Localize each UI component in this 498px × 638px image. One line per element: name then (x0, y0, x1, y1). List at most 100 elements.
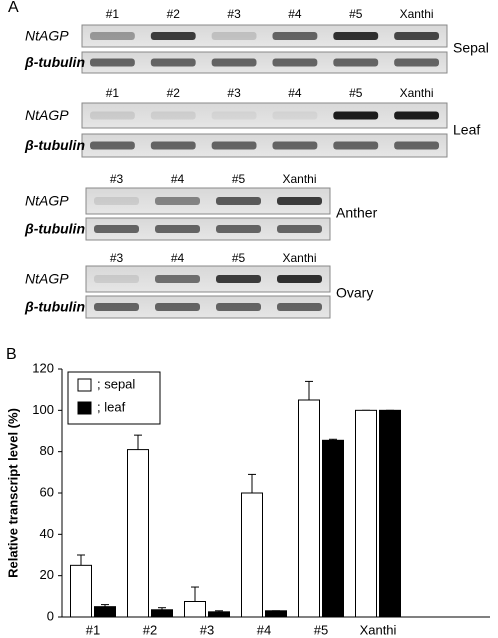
panel-label: A (8, 0, 19, 16)
lane-label: #4 (171, 251, 185, 265)
band (150, 141, 196, 150)
lane-label: #2 (167, 86, 181, 100)
band (394, 58, 439, 67)
lane-label: #3 (110, 251, 124, 265)
band (272, 111, 318, 120)
band (94, 225, 139, 233)
y-axis-label: Relative transcript level (%) (5, 408, 20, 578)
lane-label: #5 (349, 7, 363, 21)
band (94, 197, 139, 205)
gel (85, 295, 331, 319)
gel (85, 217, 331, 241)
band (394, 141, 439, 150)
band (94, 303, 139, 311)
band (90, 58, 135, 67)
band (150, 32, 196, 40)
y-tick-label: 100 (32, 402, 54, 417)
band (155, 275, 200, 283)
row-label: NtAGP (25, 28, 69, 44)
lane-label: #1 (106, 7, 120, 21)
bar (322, 439, 344, 618)
bar (241, 492, 263, 618)
band (272, 141, 318, 150)
gel (81, 51, 448, 74)
bar (265, 610, 287, 618)
y-tick-label: 60 (40, 484, 54, 499)
bar (379, 409, 401, 618)
y-tick-label: 120 (32, 360, 54, 375)
band (211, 111, 257, 120)
band (155, 225, 200, 233)
x-tick-label: Xanthi (360, 622, 397, 637)
band (394, 111, 439, 120)
band (333, 141, 379, 150)
lane-label: #3 (110, 172, 124, 186)
lane-label: #2 (167, 7, 181, 21)
y-tick-label: 0 (47, 608, 54, 623)
band (277, 197, 322, 205)
gel (81, 102, 448, 129)
lane-label: Xanthi (282, 251, 316, 265)
row-label: β-tubulin (24, 54, 85, 70)
panel-label: B (6, 346, 17, 363)
row-label: NtAGP (25, 271, 69, 287)
band (277, 225, 322, 233)
bar (298, 399, 320, 618)
row-label: β-tubulin (24, 299, 85, 315)
lane-label: #3 (227, 86, 241, 100)
x-tick-label: #5 (314, 622, 328, 637)
row-label: NtAGP (25, 193, 69, 209)
lane-label: #4 (288, 86, 302, 100)
bar (127, 449, 149, 618)
bar (184, 601, 206, 618)
lane-label: Xanthi (282, 172, 316, 186)
lane-label: #3 (227, 7, 241, 21)
band (155, 197, 200, 205)
x-tick-label: #4 (257, 622, 271, 637)
bar (70, 564, 92, 618)
lane-label: #1 (106, 86, 120, 100)
legend-swatch (77, 401, 92, 415)
band (150, 58, 196, 67)
y-tick-label: 40 (40, 526, 54, 541)
lane-label: Xanthi (400, 86, 434, 100)
band (333, 32, 379, 40)
y-tick-label: 20 (40, 567, 54, 582)
band (150, 111, 196, 120)
bar (355, 409, 377, 618)
band (272, 32, 318, 40)
bar-chart: 0 20 40 60 80 100 120 Relative transcript level… (5, 360, 490, 637)
y-tick-label: 80 (40, 443, 54, 458)
band (211, 141, 257, 150)
bar (151, 609, 173, 618)
legend-swatch (77, 378, 92, 392)
band (216, 197, 261, 205)
band (90, 111, 135, 120)
lane-label: Xanthi (400, 7, 434, 21)
gel (81, 24, 448, 48)
gel (81, 133, 448, 158)
x-tick-label: #1 (86, 622, 100, 637)
x-tick-label: #2 (143, 622, 157, 637)
bar (208, 611, 230, 618)
lane-label: #5 (232, 172, 246, 186)
tissue-label: Leaf (453, 122, 480, 138)
lane-label: #4 (288, 7, 302, 21)
bar (94, 606, 116, 618)
band (216, 275, 261, 283)
lane-label: #4 (171, 172, 185, 186)
legend-label: ; leaf (97, 399, 126, 414)
band (216, 225, 261, 233)
tissue-label: Ovary (336, 285, 373, 301)
band (211, 32, 257, 40)
tissue-label: Anther (336, 205, 378, 221)
gel-panel: #1 #2 #3 #4 #5 Xanthi NtAGP β-tubulin Sepal #1 #2 #… (24, 7, 489, 319)
lane-label: #5 (232, 251, 246, 265)
band (90, 32, 135, 40)
band (211, 58, 257, 67)
band (333, 58, 379, 67)
band (277, 303, 322, 311)
lane-label: #5 (349, 86, 363, 100)
band (155, 303, 200, 311)
